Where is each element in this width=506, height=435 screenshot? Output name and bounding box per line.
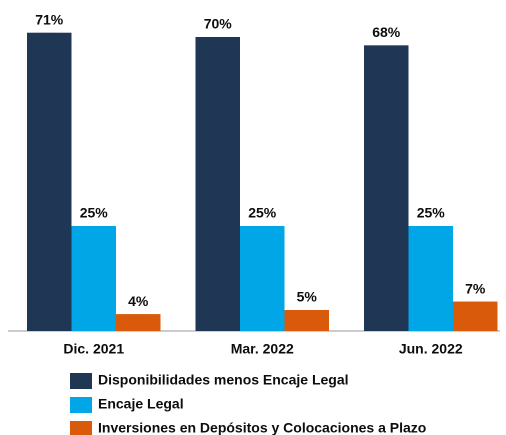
value-label: 70% [204,16,233,32]
value-label: 25% [417,205,446,221]
x-tick-label: Dic. 2021 [63,341,124,357]
value-label: 25% [248,205,277,221]
bar-shade [71,226,116,331]
legend-label: Inversiones en Depósitos y Colocaciones … [98,420,426,435]
legend-swatch [70,421,92,435]
bar-shade [27,32,72,332]
legend-label: Disponibilidades menos Encaje Legal [98,372,349,388]
bar-shade [195,37,240,331]
value-label: 5% [297,289,318,305]
bar-shade [364,45,409,332]
bar-shade [116,314,161,331]
value-label: 25% [80,205,109,221]
x-tick-label: Jun. 2022 [399,341,463,357]
x-tick-label: Mar. 2022 [231,341,294,357]
bar-shade [240,226,285,331]
value-label: 71% [35,12,64,28]
bar-shade [284,310,329,331]
legend-swatch [70,373,92,389]
value-label: 7% [465,280,486,296]
legend-swatch [70,397,92,413]
legend-label: Encaje Legal [98,396,184,412]
value-label: 68% [372,24,401,40]
bar-shade [453,301,498,331]
bar-shade [408,226,453,331]
value-label: 4% [128,293,149,309]
